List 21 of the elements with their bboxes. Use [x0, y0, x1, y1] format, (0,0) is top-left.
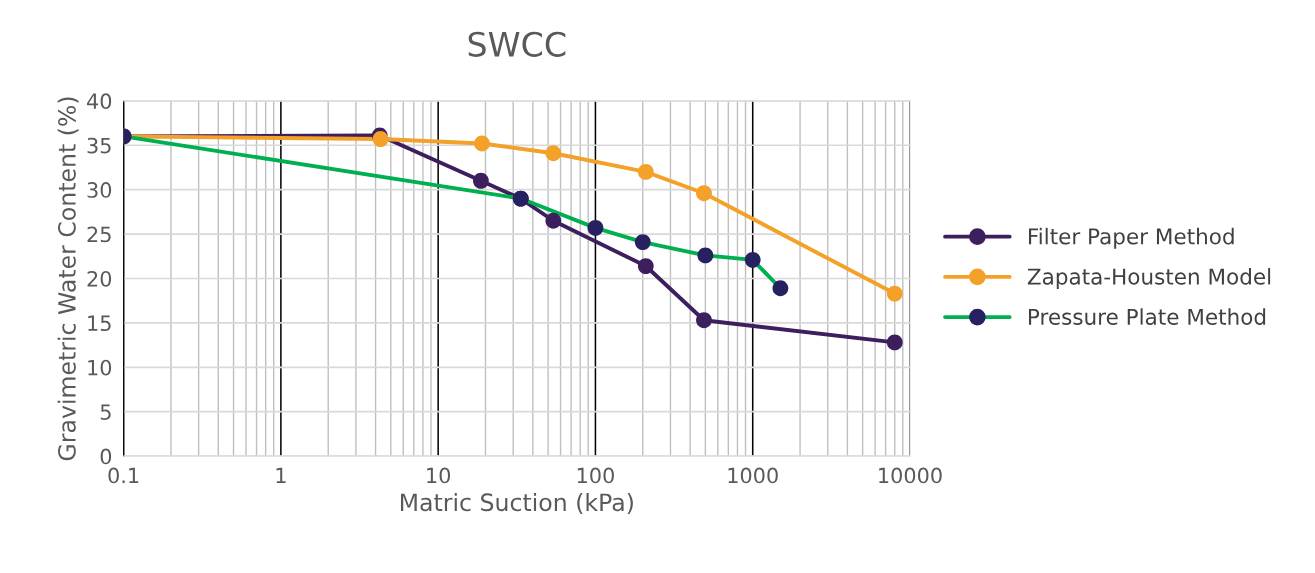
x-tick-label: 1: [276, 467, 286, 484]
x-tick-label: 0.1: [108, 467, 139, 484]
legend-label: Pressure Plate Method: [1029, 308, 1266, 325]
x-tick-label: 1000: [728, 467, 778, 484]
x-tick-label: 10: [427, 467, 451, 484]
x-tick-label: 100: [577, 467, 614, 484]
legend-label: Zapata-Housten Model: [1027, 268, 1271, 289]
y-axis-title: Gravimetric Water Content (%): [57, 97, 79, 461]
y-tick-label: 40: [87, 93, 112, 110]
y-tick-label: 35: [87, 137, 111, 154]
y-tick-label: 30: [87, 182, 112, 198]
y-tick-label: 15: [88, 315, 111, 332]
y-tick-label: 5: [100, 404, 111, 420]
y-tick-label: 10: [88, 359, 112, 376]
chart-title: SWCC: [468, 31, 566, 57]
y-tick-label: 0: [100, 448, 112, 465]
x-tick-label: 10000: [879, 467, 942, 484]
y-tick-label: 25: [87, 226, 111, 243]
legend-label: Filter Paper Method: [1029, 227, 1234, 249]
x-axis-title: Matric Suction (kPa): [400, 492, 633, 514]
y-tick-label: 20: [87, 270, 112, 287]
